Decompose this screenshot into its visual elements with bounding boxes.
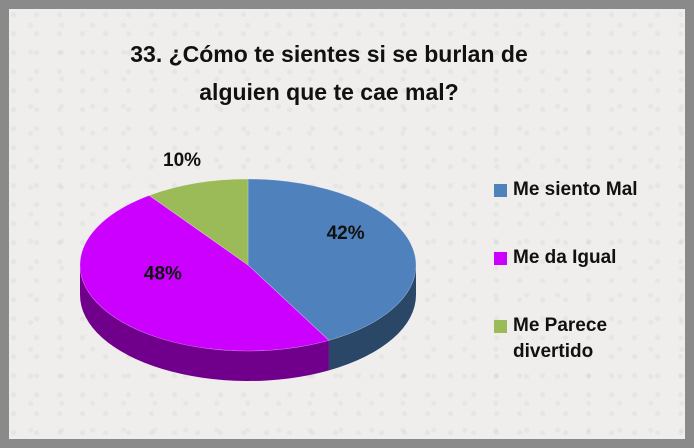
pie-slice [247, 178, 417, 341]
legend-label: Me da Igual [513, 247, 617, 268]
data-label: 48% [144, 264, 182, 285]
legend-item: Me da Igual [494, 245, 638, 271]
legend-label: Me Parece divertido [513, 315, 608, 362]
pie-slice [79, 195, 330, 352]
legend-swatch [494, 320, 507, 333]
pie-sides [80, 265, 416, 381]
chart-title: 33. ¿Cómo te sientes si se burlan de algu… [69, 35, 589, 111]
title-line: alguien que te cae mal? [199, 79, 459, 105]
title-line: 33. ¿Cómo te sientes si se burlan de [130, 41, 528, 67]
pie-tops [79, 178, 417, 352]
pie-slice [148, 178, 249, 266]
data-label: 42% [327, 223, 365, 244]
legend-label: Me siento Mal [513, 179, 638, 200]
legend-item: Me siento Mal [494, 177, 638, 203]
pie-side [80, 265, 329, 381]
legend: Me siento Mal Me da Igual Me Parece divert… [494, 177, 664, 407]
pie-side [328, 265, 416, 371]
data-label: 10% [163, 150, 201, 171]
chart-panel: 42% 48% 10% 33. ¿Cómo te sientes si se bur… [9, 9, 685, 439]
legend-item: Me Parece divertido [494, 313, 638, 365]
legend-swatch [494, 252, 507, 265]
legend-swatch [494, 184, 507, 197]
chart: 42% 48% 10% [79, 150, 417, 381]
